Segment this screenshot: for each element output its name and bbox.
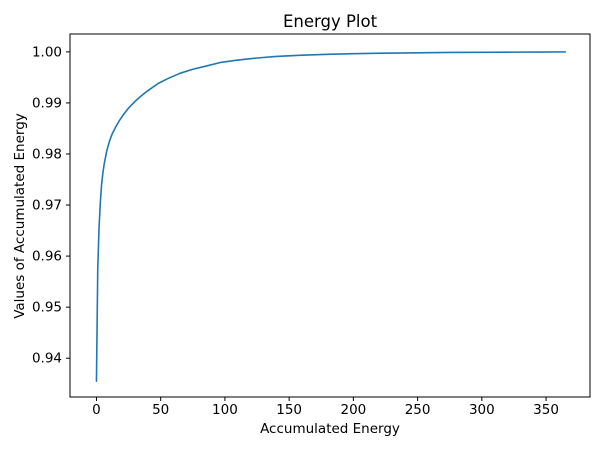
x-tick-label: 100 (212, 402, 238, 418)
energy-line (95, 51, 567, 382)
y-tick-label: 0.95 (32, 300, 62, 316)
y-tick-label: 0.98 (32, 146, 62, 162)
x-axis-ticks: 0 50 100 150 200 250 300 350 (92, 397, 559, 418)
chart-title: Energy Plot (283, 12, 378, 31)
x-tick-label: 200 (340, 402, 366, 418)
y-tick-label: 0.99 (32, 95, 62, 111)
y-tick-label: 0.97 (32, 198, 62, 214)
x-axis-label: Accumulated Energy (260, 421, 400, 437)
y-tick-label: 0.94 (32, 351, 62, 367)
x-tick-label: 350 (533, 402, 559, 418)
x-tick-label: 250 (405, 402, 431, 418)
y-tick-label: 0.96 (32, 249, 62, 265)
x-tick-label: 50 (152, 402, 169, 418)
y-axis-ticks: 0.94 0.95 0.96 0.97 0.98 0.99 1.00 (32, 44, 70, 367)
x-tick-label: 0 (92, 402, 101, 418)
plot-border (69, 33, 591, 398)
x-tick-label: 150 (276, 402, 302, 418)
x-tick-label: 300 (469, 402, 495, 418)
y-axis-label: Values of Accumulated Energy (12, 113, 28, 319)
y-tick-label: 1.00 (32, 44, 62, 60)
